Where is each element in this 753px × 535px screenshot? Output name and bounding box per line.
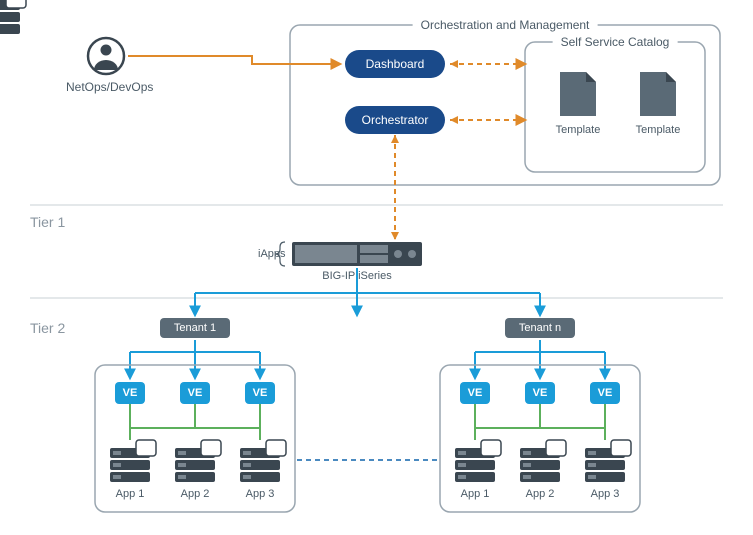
template1-label: Template xyxy=(556,124,601,136)
ve-badge: VE xyxy=(460,382,490,404)
tier2-label: Tier 2 xyxy=(30,320,65,336)
tier1-label: Tier 1 xyxy=(30,214,65,230)
tenant1-title: Tenant 1 xyxy=(160,318,230,338)
ve-badge: VE xyxy=(115,382,145,404)
template2-label: Template xyxy=(636,124,681,136)
iapps-label: iApps xyxy=(258,248,286,260)
ve-badge: VE xyxy=(180,382,210,404)
catalog-title: Self Service Catalog xyxy=(553,35,678,49)
app-label: App 2 xyxy=(526,488,555,500)
bigip-label: BIG-IP iSeries xyxy=(322,270,392,282)
template-icon-1 xyxy=(560,72,596,116)
orchestration-title: Orchestration and Management xyxy=(413,18,598,32)
app-label: App 1 xyxy=(461,488,490,500)
bigip-device-icon xyxy=(292,242,422,266)
orchestrator-button: Orchestrator xyxy=(345,106,445,134)
tenant2-title: Tenant n xyxy=(505,318,575,338)
ve-badge: VE xyxy=(245,382,275,404)
ve-badge: VE xyxy=(525,382,555,404)
app-label: App 3 xyxy=(246,488,275,500)
user-label: NetOps/DevOps xyxy=(66,80,153,94)
server-icon xyxy=(0,0,26,34)
dashboard-button: Dashboard xyxy=(345,50,445,78)
template-icon-2 xyxy=(640,72,676,116)
app-label: App 1 xyxy=(116,488,145,500)
app-label: App 2 xyxy=(181,488,210,500)
app-label: App 3 xyxy=(591,488,620,500)
user-icon xyxy=(88,38,124,74)
ve-badge: VE xyxy=(590,382,620,404)
